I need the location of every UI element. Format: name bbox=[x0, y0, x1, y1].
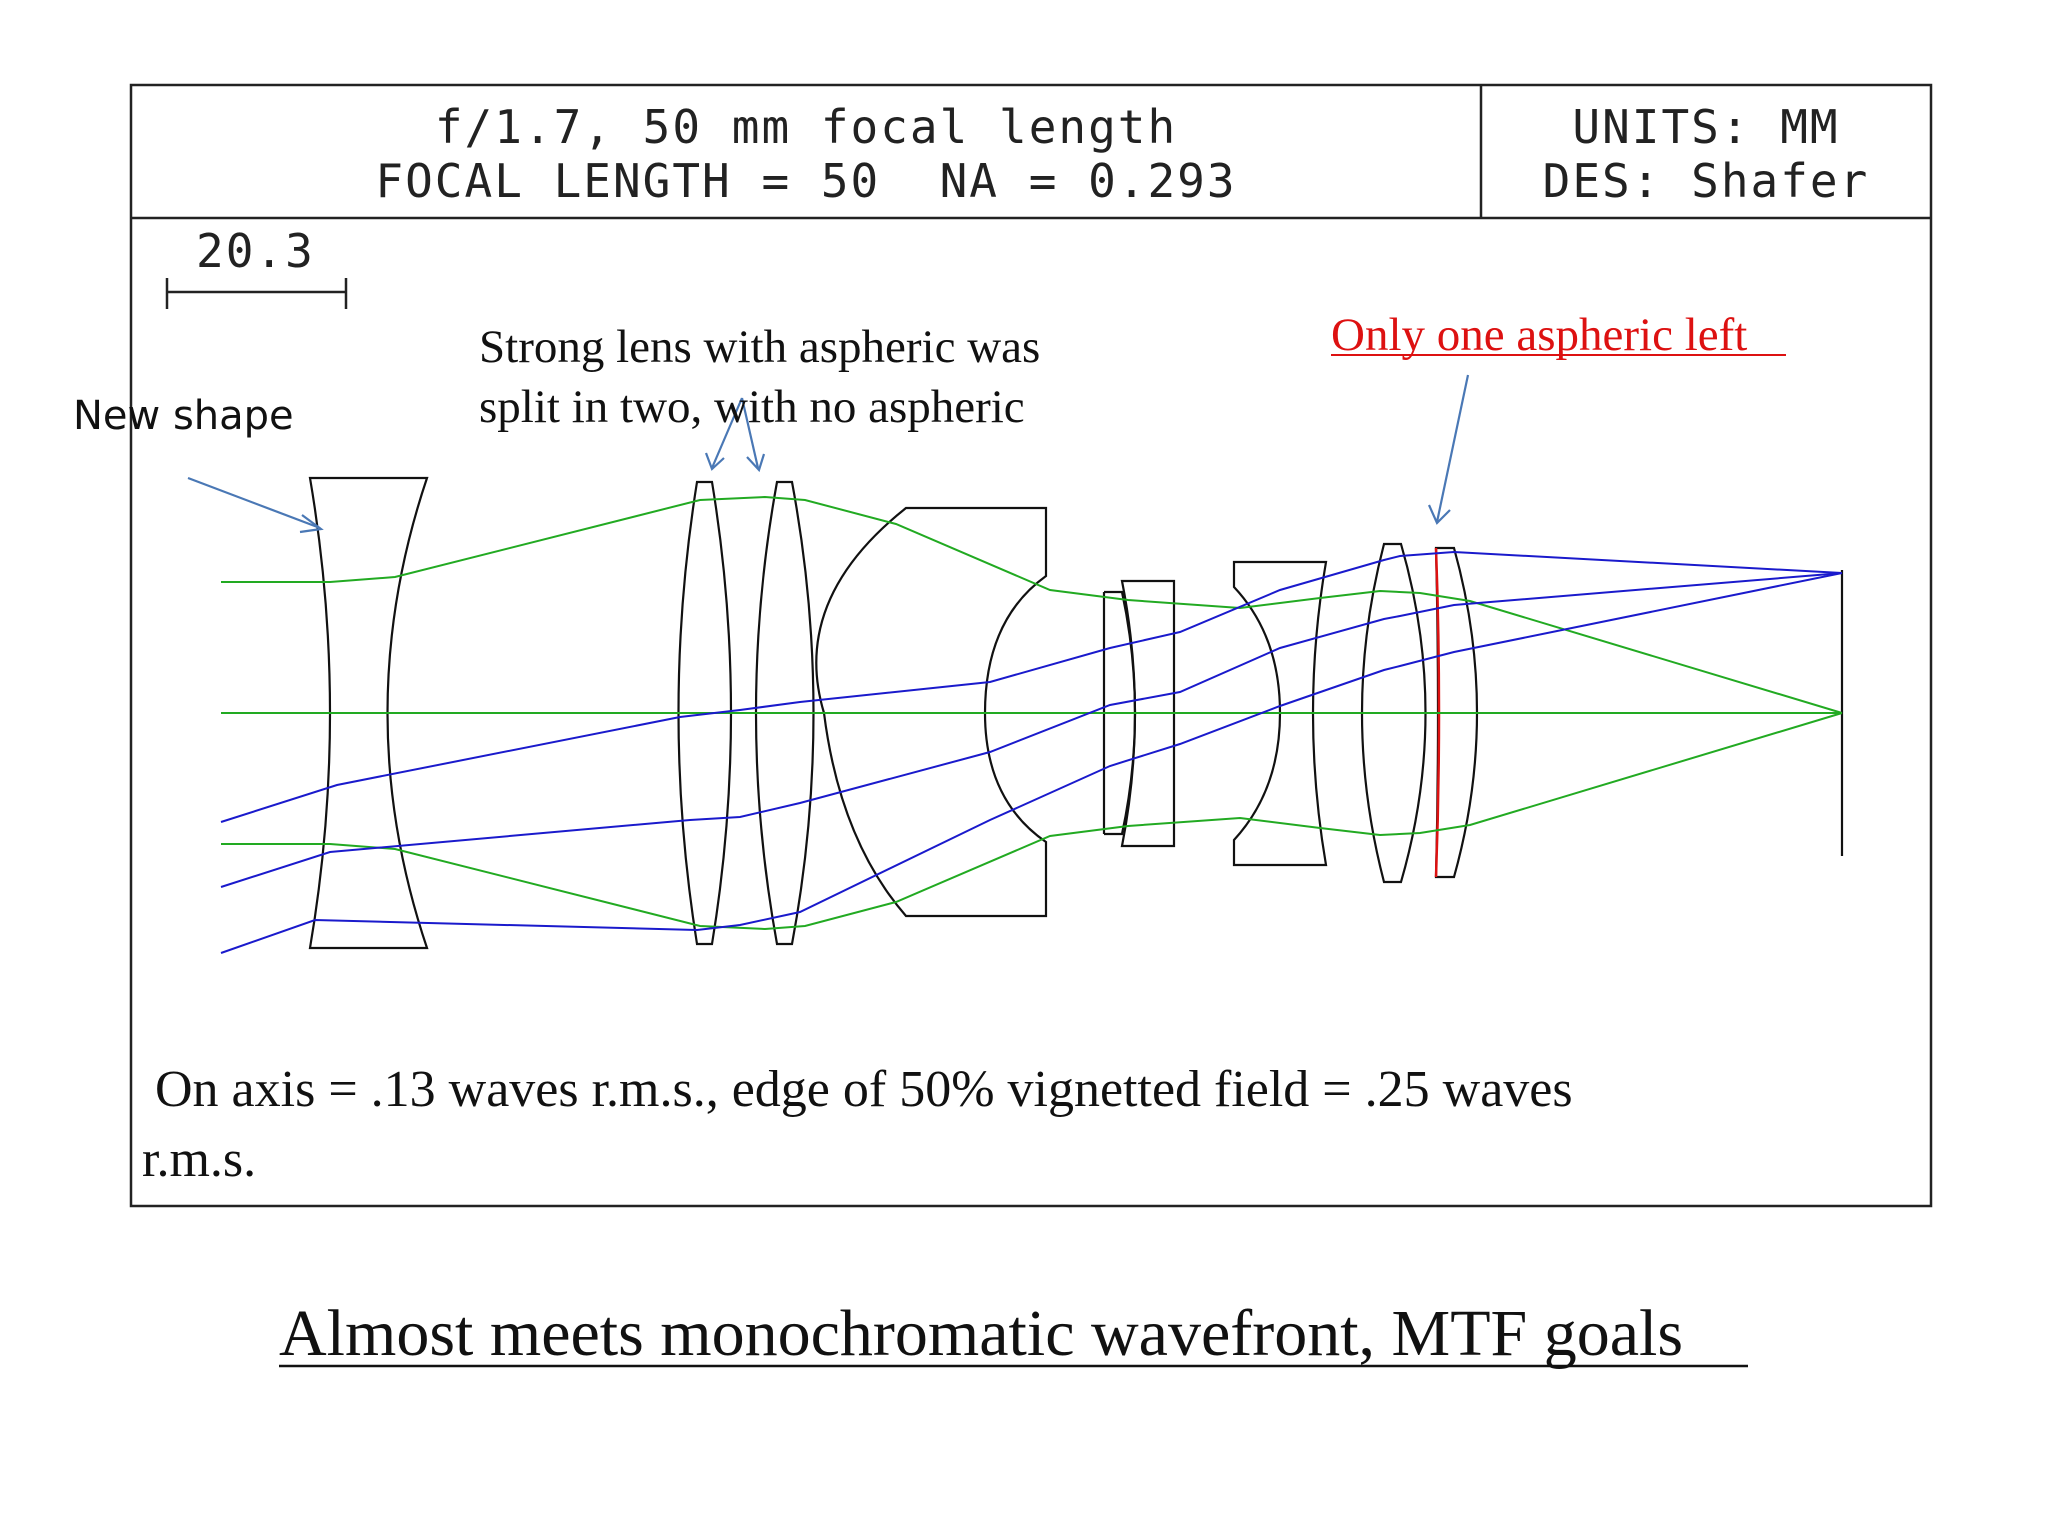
field-ray-3 bbox=[220, 572, 1843, 954]
lens-elements bbox=[308, 476, 1844, 950]
units-label: UNITS: MM bbox=[1572, 100, 1840, 154]
annotation-arrows bbox=[187, 374, 1470, 534]
field-ray-2 bbox=[220, 572, 1843, 888]
one-aspheric-note: Only one aspheric left bbox=[1331, 309, 1748, 361]
lens-3-split bbox=[754, 480, 815, 946]
split-lens-note-line2: split in two, with no aspheric bbox=[479, 381, 1025, 433]
field-rays bbox=[220, 550, 1843, 954]
scale-bar-label: 20.3 bbox=[196, 224, 315, 278]
marginal-ray-upper bbox=[221, 495, 1843, 714]
focal-length-na: FOCAL LENGTH = 50 NA = 0.293 bbox=[375, 154, 1237, 208]
split-arrowhead-right bbox=[746, 453, 766, 473]
split-lens-note-line1: Strong lens with aspheric was bbox=[479, 321, 1041, 373]
aspheric-arrowhead bbox=[1427, 504, 1451, 525]
lens-1-new-shape bbox=[308, 476, 429, 950]
lens-2-split bbox=[677, 480, 733, 946]
lens-6 bbox=[1232, 560, 1328, 867]
lens-4-meniscus bbox=[815, 506, 1048, 918]
performance-note-line1: On axis = .13 waves r.m.s., edge of 50% … bbox=[142, 1061, 1573, 1118]
marginal-rays bbox=[221, 495, 1843, 931]
new-shape-arrowhead bbox=[299, 514, 324, 534]
lens-title: f/1.7, 50 mm focal length bbox=[434, 100, 1178, 154]
split-arrow-right bbox=[740, 397, 760, 469]
field-ray-1 bbox=[220, 550, 1843, 823]
drawing-frame bbox=[129, 83, 1933, 1208]
aspheric-arrow bbox=[1435, 374, 1470, 523]
designer-label: DES: Shafer bbox=[1542, 154, 1870, 208]
new-shape-arrow bbox=[187, 476, 321, 530]
new-shape-label: New shape bbox=[73, 393, 294, 439]
performance-note-line2: r.m.s. bbox=[142, 1131, 257, 1188]
lens-5-doublet-rear bbox=[1120, 579, 1176, 848]
slide-caption: Almost meets monochromatic wavefront, MT… bbox=[279, 1297, 1700, 1370]
marginal-ray-lower bbox=[221, 712, 1843, 931]
lens-7-biconvex bbox=[1360, 542, 1427, 884]
split-arrowhead-left bbox=[704, 452, 725, 471]
scale-bar bbox=[165, 278, 348, 309]
split-arrow-left bbox=[710, 397, 744, 469]
